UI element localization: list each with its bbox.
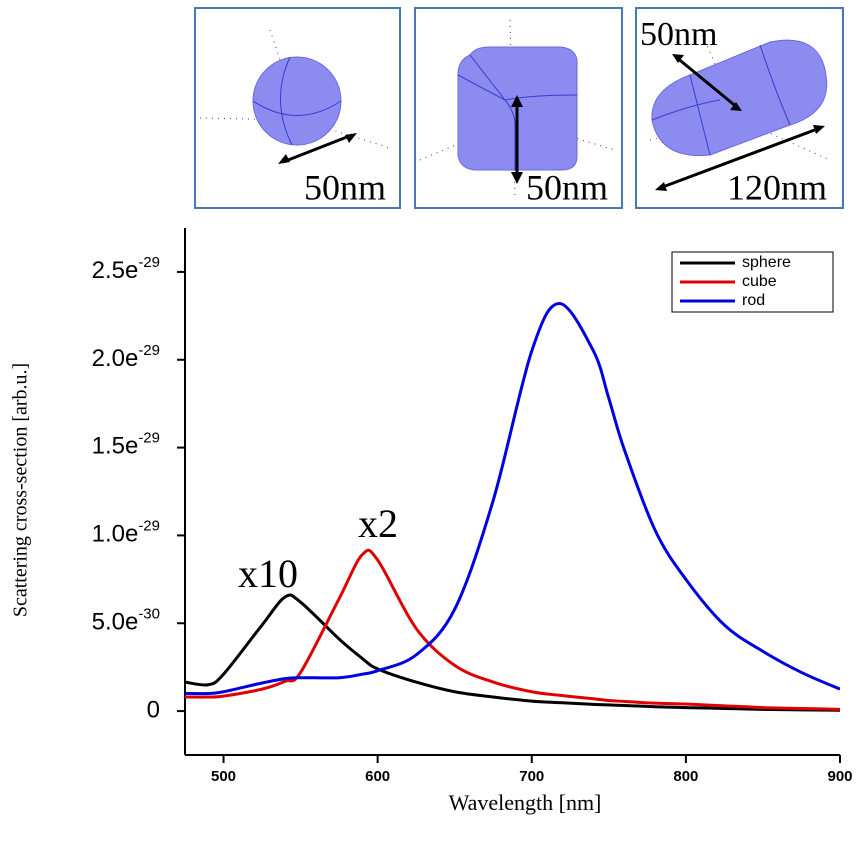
x-tick-label: 800 [673, 768, 698, 785]
inset-rod: 50nm 120nm [636, 8, 843, 208]
y-tick-label: 2.0e-29 [92, 342, 160, 372]
inset-label: 50nm [304, 167, 386, 207]
legend-label: cube [742, 273, 777, 290]
x-tick-label: 700 [519, 768, 544, 785]
inset-label: 50nm [640, 16, 717, 53]
line-series [185, 304, 840, 694]
y-tick-label: 1.0e-29 [92, 517, 160, 547]
y-tick-label: 2.5e-29 [92, 254, 160, 284]
y-axis-label: Scattering cross-section [arb.u.] [10, 363, 32, 617]
line-series [185, 595, 840, 710]
inset-sphere: 50nm [195, 8, 400, 208]
inset-cube: 50nm [415, 8, 622, 208]
x-tick-label: 500 [211, 768, 236, 785]
inset-label: 120nm [727, 167, 827, 207]
annotation: x10 [238, 551, 298, 596]
annotation: x2 [358, 501, 398, 546]
x-axis-label: Wavelength [nm] [449, 790, 602, 815]
y-tick-label: 0 [147, 696, 160, 723]
inset-label: 50nm [526, 167, 608, 207]
y-tick-label: 1.5e-29 [92, 430, 160, 460]
legend-label: sphere [742, 254, 791, 271]
legend: sphere cube rod [672, 252, 833, 312]
figure: 50nm 50nm 50nm 120nm 0 5.0e-30 1.0e-29 1.5e… [0, 0, 858, 848]
y-tick-label: 5.0e-30 [92, 605, 160, 635]
x-tick-label: 900 [827, 768, 852, 785]
legend-label: rod [742, 292, 765, 309]
x-tick-label: 600 [365, 768, 390, 785]
chart: 0 5.0e-30 1.0e-29 1.5e-29 2.0e-29 2.5e-29 500 6… [10, 228, 853, 815]
